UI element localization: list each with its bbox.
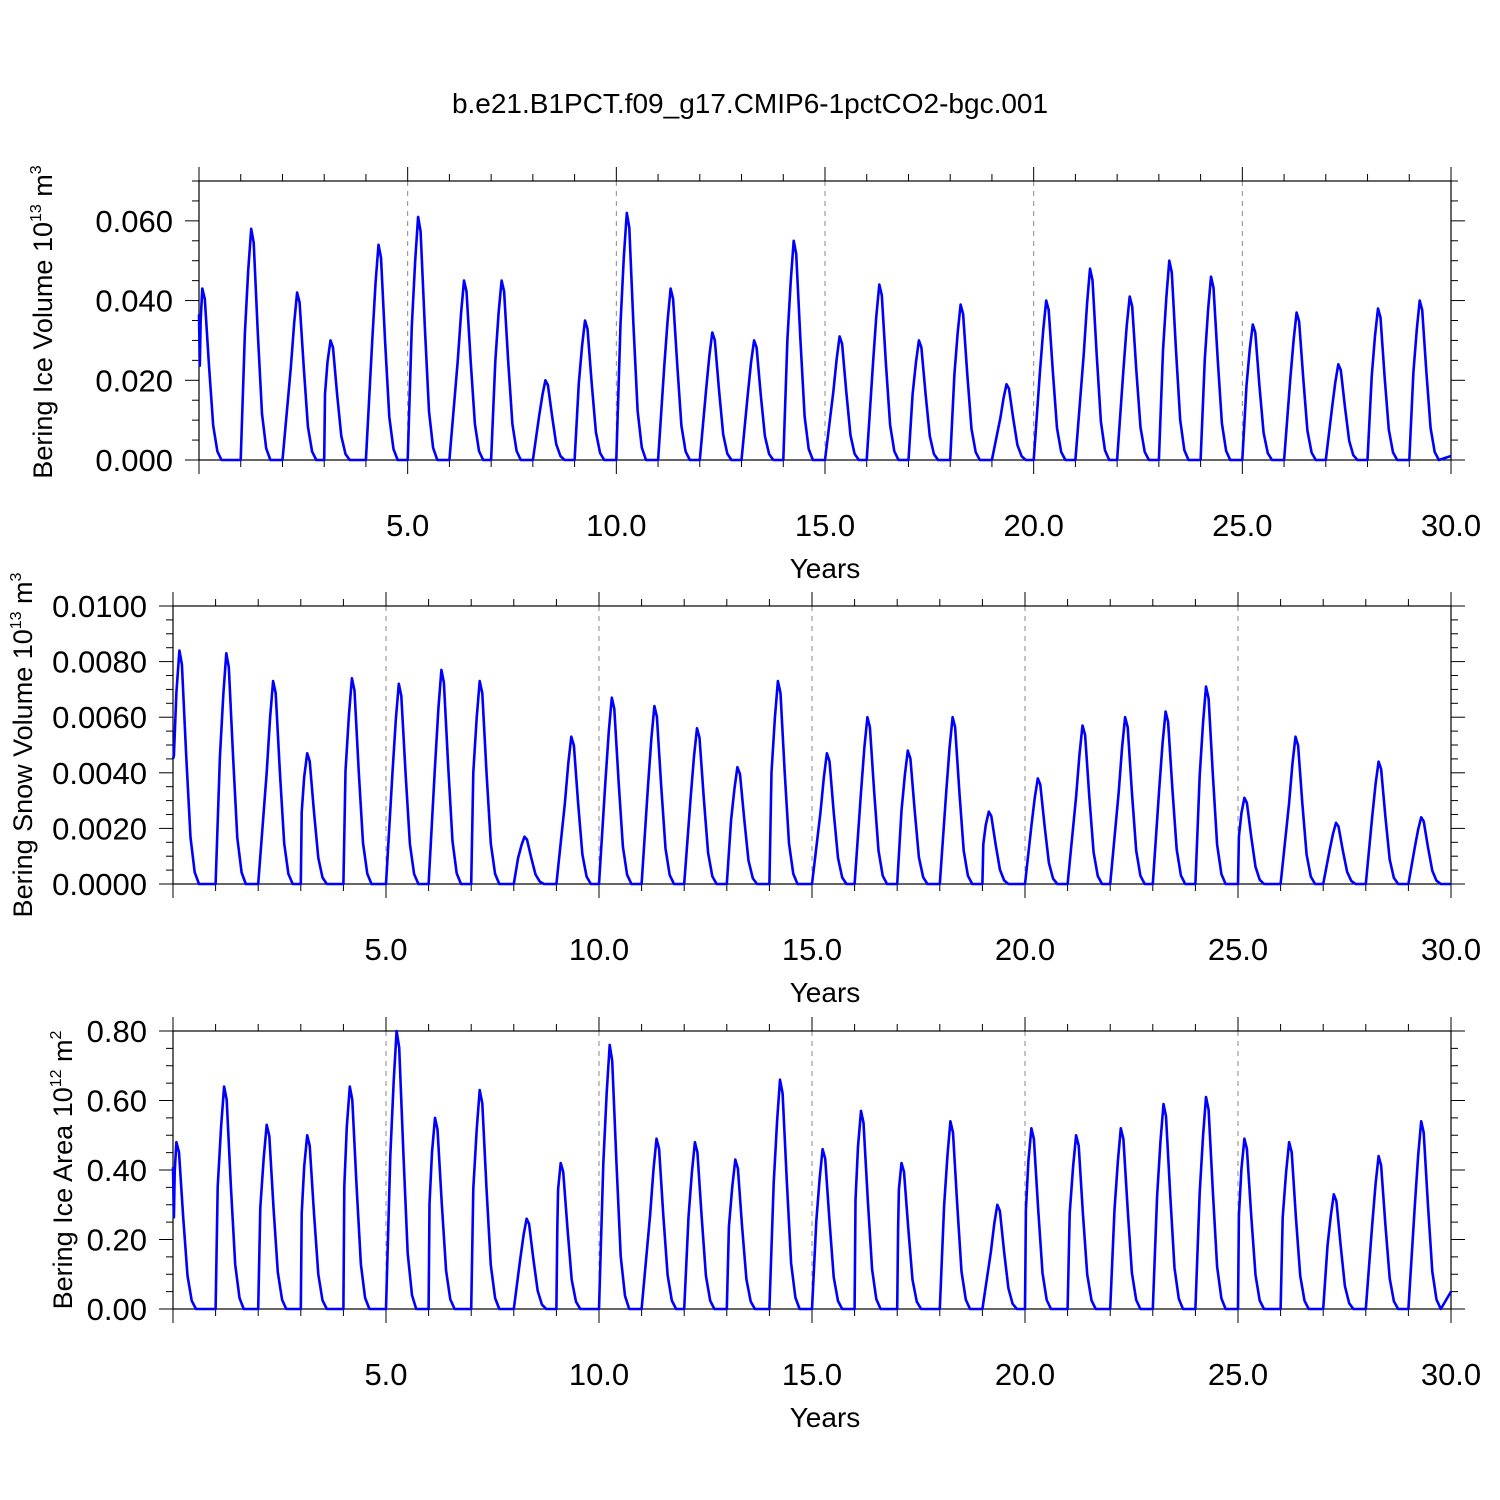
panel-ice-area: 0.00 0.20 0.40 0.60 0.80 5.0 10.0 15.0 20.0 25.0 3… bbox=[48, 1014, 1481, 1433]
y-axis-label-unit: m bbox=[28, 174, 58, 204]
panel-ice-volume: 0.000 0.020 0.040 0.060 5.0 10.0 15.0 20.0 25.0 3… bbox=[28, 165, 1481, 584]
x-axis-label: Years bbox=[790, 553, 861, 584]
y-tick-label: 0.20 bbox=[87, 1223, 147, 1258]
y-tick-label: 0.040 bbox=[95, 284, 173, 319]
x-tick-label: 25.0 bbox=[1208, 1357, 1268, 1392]
x-tick-label: 15.0 bbox=[795, 508, 855, 543]
series-line bbox=[171, 1029, 1453, 1311]
y-axis-label-name: Bering Ice Area 10 bbox=[48, 1087, 78, 1309]
panel-snow-volume: 0.0000 0.0020 0.0040 0.0060 0.0080 0.0100 5.0 1… bbox=[8, 572, 1481, 1008]
y-axis-label-name: Bering Snow Volume 10 bbox=[8, 629, 38, 917]
y-tick-label: 0.000 bbox=[95, 443, 173, 478]
x-tick-label: 20.0 bbox=[995, 932, 1055, 967]
y-tick-label: 0.40 bbox=[87, 1153, 147, 1188]
x-tick-label: 30.0 bbox=[1421, 932, 1481, 967]
x-tick-label: 5.0 bbox=[386, 508, 429, 543]
x-tick-label: 5.0 bbox=[364, 932, 407, 967]
y-axis-label-unit-exp: 3 bbox=[8, 572, 25, 581]
y-tick-label: 0.0100 bbox=[52, 589, 147, 624]
y-tick-label: 0.0060 bbox=[52, 700, 147, 735]
x-tick-label: 20.0 bbox=[1003, 508, 1063, 543]
y-axis-label: Bering Ice Area 1012 m2 bbox=[48, 1030, 78, 1309]
x-tick-label: 20.0 bbox=[995, 1357, 1055, 1392]
y-axis-label-exp: 13 bbox=[28, 204, 45, 222]
y-tick-label: 0.0080 bbox=[52, 645, 147, 680]
x-tick-label: 15.0 bbox=[782, 932, 842, 967]
y-axis-label-unit: m bbox=[8, 581, 38, 611]
y-tick-label: 0.0000 bbox=[52, 867, 147, 902]
y-axis-label-exp: 12 bbox=[48, 1069, 65, 1087]
y-tick-label: 0.00 bbox=[87, 1292, 147, 1327]
y-axis-label-unit: m bbox=[48, 1039, 78, 1069]
y-axis-label-exp: 13 bbox=[8, 611, 25, 629]
x-tick-label: 10.0 bbox=[569, 932, 629, 967]
y-tick-label: 0.80 bbox=[87, 1014, 147, 1049]
y-axis-label-unit-exp: 2 bbox=[48, 1030, 65, 1039]
y-axis-label-unit-exp: 3 bbox=[28, 165, 45, 174]
y-tick-label: 0.060 bbox=[95, 204, 173, 239]
x-tick-label: 15.0 bbox=[782, 1357, 842, 1392]
y-tick-label: 0.0040 bbox=[52, 756, 147, 791]
x-axis-label: Years bbox=[790, 1402, 861, 1433]
x-tick-label: 25.0 bbox=[1208, 932, 1268, 967]
x-tick-label: 10.0 bbox=[586, 508, 646, 543]
series-line bbox=[197, 211, 1452, 462]
x-tick-label: 30.0 bbox=[1421, 508, 1481, 543]
y-axis-label-name: Bering Ice Volume 10 bbox=[28, 222, 58, 479]
series-line bbox=[171, 649, 1451, 886]
y-tick-label: 0.020 bbox=[95, 363, 173, 398]
y-tick-label: 0.0020 bbox=[52, 811, 147, 846]
x-tick-label: 5.0 bbox=[364, 1357, 407, 1392]
y-axis-label: Bering Ice Volume 1013 m3 bbox=[28, 165, 58, 478]
x-tick-label: 10.0 bbox=[569, 1357, 629, 1392]
x-tick-label: 25.0 bbox=[1212, 508, 1272, 543]
x-axis-label: Years bbox=[790, 977, 861, 1008]
figure-title: b.e21.B1PCT.f09_g17.CMIP6-1pctCO2-bgc.00… bbox=[451, 88, 1049, 119]
y-tick-label: 0.60 bbox=[87, 1084, 147, 1119]
y-axis-label: Bering Snow Volume 1013 m3 bbox=[8, 572, 38, 917]
x-tick-label: 30.0 bbox=[1421, 1357, 1481, 1392]
